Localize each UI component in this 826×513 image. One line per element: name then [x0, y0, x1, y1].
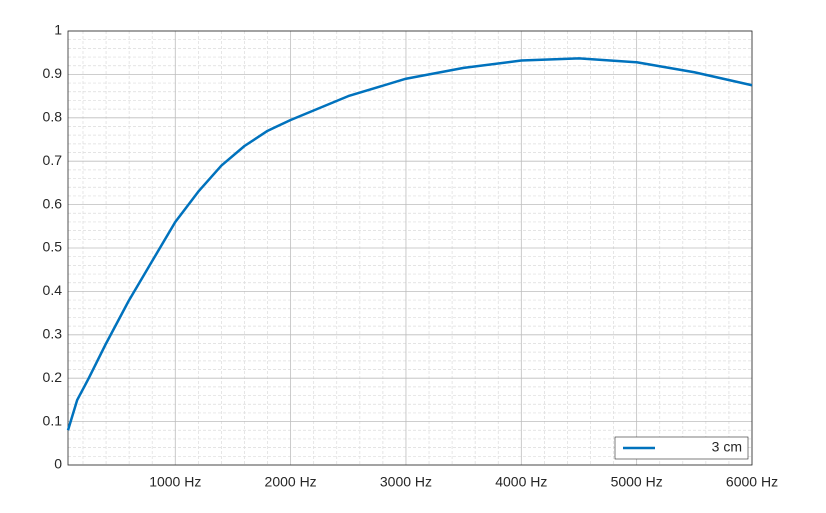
legend-label: 3 cm [712, 439, 742, 455]
x-tick-label: 2000 Hz [265, 474, 317, 490]
line-series [66, 57, 753, 431]
y-tick-label: 0 [54, 456, 62, 472]
y-tick-label: 0.5 [43, 239, 63, 255]
x-tick-label: 6000 Hz [726, 474, 778, 490]
y-tick-label: 0.6 [43, 195, 63, 211]
x-tick-label: 5000 Hz [611, 474, 663, 490]
y-tick-label: 0.3 [43, 326, 63, 342]
x-tick-label: 4000 Hz [495, 474, 547, 490]
y-tick-label: 0.7 [43, 152, 63, 168]
x-tick-label: 3000 Hz [380, 474, 432, 490]
y-tick-label: 0.1 [43, 412, 63, 428]
legend-box [614, 436, 749, 460]
y-tick-label: 1 [54, 22, 62, 38]
x-tick-label: 1000 Hz [149, 474, 201, 490]
y-tick-label: 0.9 [43, 65, 63, 81]
axes-box [67, 30, 753, 466]
y-tick-label: 0.8 [43, 109, 63, 125]
y-tick-label: 0.2 [43, 369, 63, 385]
y-tick-label: 0.4 [43, 282, 63, 298]
